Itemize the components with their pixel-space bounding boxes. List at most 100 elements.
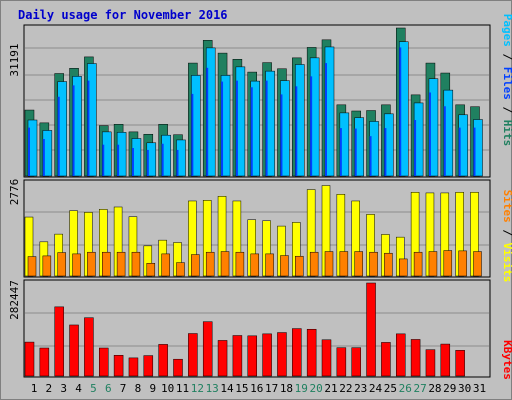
day-label: 15 bbox=[235, 382, 248, 395]
day-label: 7 bbox=[120, 382, 127, 395]
bar-kbytes bbox=[24, 341, 35, 377]
legend-sep-2: / bbox=[501, 100, 512, 120]
bar-files bbox=[354, 128, 357, 176]
bar-files bbox=[221, 81, 224, 176]
max-value-top: 31191 bbox=[8, 43, 21, 76]
bar-sites bbox=[116, 251, 126, 277]
bar-files bbox=[369, 136, 372, 176]
bars-group bbox=[24, 27, 483, 377]
bar-kbytes bbox=[128, 357, 139, 377]
bar-kbytes bbox=[455, 350, 465, 377]
legend-bot: KBytes bbox=[501, 340, 512, 380]
bar-sites bbox=[280, 255, 289, 277]
bar-sites bbox=[295, 255, 304, 277]
bar-sites bbox=[102, 251, 111, 277]
bar-kbytes bbox=[336, 347, 347, 377]
bar-files bbox=[325, 63, 327, 176]
bar-files bbox=[384, 128, 387, 176]
bar-sites bbox=[72, 253, 81, 277]
bar-kbytes bbox=[158, 344, 168, 377]
bar-sites bbox=[220, 251, 230, 277]
day-label: 16 bbox=[250, 382, 263, 395]
bar-sites bbox=[87, 251, 96, 277]
bar-kbytes bbox=[351, 347, 361, 377]
bar-kbytes bbox=[410, 339, 421, 377]
legend-top: Pages / Files / Hits bbox=[501, 14, 512, 147]
bar-sites bbox=[131, 251, 141, 277]
day-label: 2 bbox=[46, 382, 53, 395]
bar-sites bbox=[191, 254, 200, 277]
bar-files bbox=[265, 80, 268, 176]
max-value-mid: 2776 bbox=[8, 179, 21, 206]
bar-kbytes bbox=[321, 339, 332, 377]
day-label: 12 bbox=[191, 382, 204, 395]
bar-files bbox=[161, 143, 164, 176]
bar-sites bbox=[428, 251, 438, 277]
bar-files bbox=[399, 47, 402, 177]
day-label: 14 bbox=[220, 382, 234, 395]
bar-sites bbox=[413, 251, 423, 277]
bar-kbytes bbox=[113, 355, 124, 377]
bar-files bbox=[414, 120, 417, 176]
bar-kbytes bbox=[440, 343, 451, 377]
legend-pages: Pages bbox=[501, 14, 512, 47]
bar-files bbox=[28, 127, 30, 176]
day-labels: 1 2 3 4 5 6 7 8 9 10 11 12 13 14 15 16 17 18 19 20 21 22 23 24 2… bbox=[31, 382, 486, 395]
day-label: 21 bbox=[324, 382, 337, 395]
bar-files bbox=[295, 86, 298, 176]
bar-kbytes bbox=[54, 306, 64, 377]
day-label: 28 bbox=[428, 382, 441, 395]
day-label: 13 bbox=[206, 382, 219, 395]
bar-files bbox=[191, 93, 194, 176]
day-label: 23 bbox=[354, 382, 367, 395]
bar-sites bbox=[339, 251, 349, 277]
bar-sites bbox=[309, 251, 319, 277]
legend-kbytes: KBytes bbox=[501, 340, 512, 380]
day-label: 22 bbox=[339, 382, 352, 395]
bar-files bbox=[473, 127, 476, 176]
bar-sites bbox=[443, 250, 453, 277]
bar-kbytes bbox=[425, 349, 436, 377]
bar-sites bbox=[146, 263, 156, 277]
legend-mid: Sites / Visits bbox=[501, 190, 512, 283]
day-label: 24 bbox=[369, 382, 383, 395]
bar-files bbox=[146, 149, 149, 176]
bar-kbytes bbox=[306, 328, 317, 377]
bar-kbytes bbox=[39, 347, 50, 377]
bar-sites bbox=[250, 253, 259, 277]
bar-files bbox=[428, 92, 431, 176]
bar-files bbox=[102, 144, 105, 176]
bar-sites bbox=[42, 255, 52, 277]
bar-kbytes bbox=[143, 355, 154, 377]
bar-kbytes bbox=[84, 317, 94, 377]
bar-kbytes bbox=[262, 333, 272, 377]
bar-sites bbox=[399, 258, 408, 277]
bar-kbytes bbox=[188, 333, 198, 377]
bar-files bbox=[176, 149, 179, 176]
day-label: 4 bbox=[75, 382, 82, 395]
day-label: 18 bbox=[280, 382, 293, 395]
bar-kbytes bbox=[173, 358, 183, 377]
bar-kbytes bbox=[202, 321, 213, 377]
day-label: 20 bbox=[310, 382, 323, 395]
legend-files: Files bbox=[501, 67, 512, 100]
bar-sites bbox=[265, 253, 274, 277]
bar-sites bbox=[205, 251, 215, 277]
bar-kbytes bbox=[366, 282, 376, 377]
day-label: 10 bbox=[161, 382, 174, 395]
day-label: 29 bbox=[443, 382, 456, 395]
bar-files bbox=[206, 67, 209, 176]
bar-sites bbox=[458, 250, 467, 277]
day-label: 9 bbox=[149, 382, 156, 395]
legend-sites: Sites bbox=[501, 190, 512, 223]
day-label: 6 bbox=[105, 382, 112, 395]
legend-sep-3: / bbox=[501, 223, 512, 243]
bar-kbytes bbox=[69, 324, 79, 377]
bar-sites bbox=[27, 256, 37, 277]
bar-kbytes bbox=[99, 347, 109, 377]
bar-files bbox=[72, 85, 75, 176]
bar-files bbox=[458, 127, 461, 176]
bar-sites bbox=[369, 251, 378, 277]
chart-title: Daily usage for November 2016 bbox=[18, 8, 228, 22]
bar-files bbox=[310, 76, 313, 176]
